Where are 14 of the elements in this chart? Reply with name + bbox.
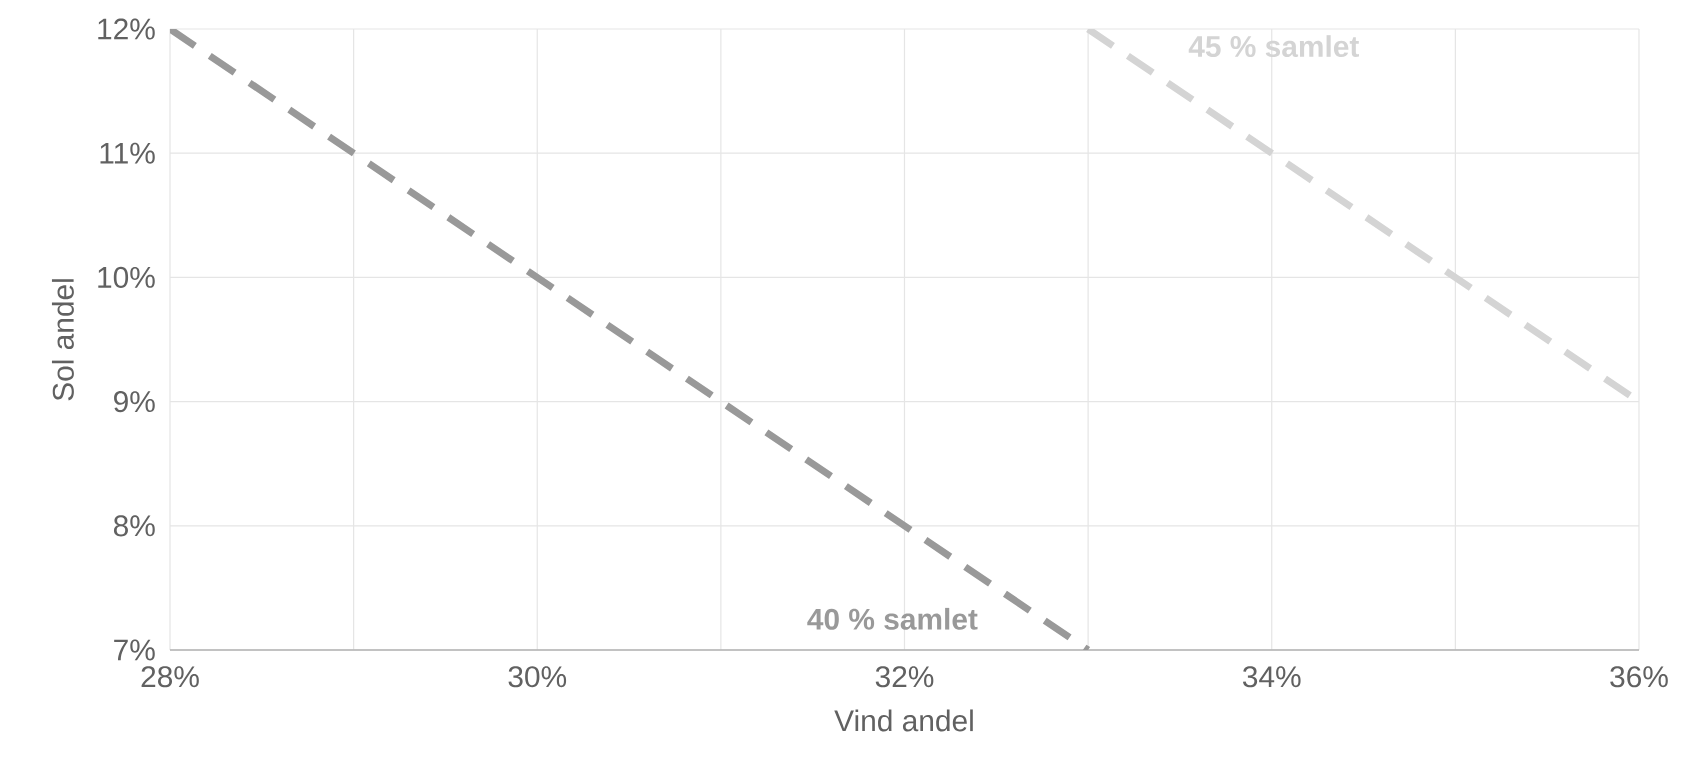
y-tick-label: 8% [113, 515, 155, 537]
y-axis-title: Sol andel [51, 279, 74, 401]
y-tick-label: 7% [114, 639, 155, 661]
x-tick-label: 30% [508, 666, 567, 688]
x-tick-label: 36% [1610, 666, 1668, 688]
y-tick-label: 12% [98, 18, 155, 40]
x-tick-label: 28% [141, 666, 199, 688]
x-tick-label: 34% [1242, 666, 1301, 688]
series-label: 40 % samlet [807, 607, 978, 630]
x-axis-title: Vind andel [834, 709, 973, 732]
y-tick-label: 11% [100, 142, 155, 164]
y-tick-label: 9% [114, 391, 155, 413]
x-tick-label: 32% [875, 666, 934, 688]
y-tick-label: 10% [98, 266, 155, 288]
